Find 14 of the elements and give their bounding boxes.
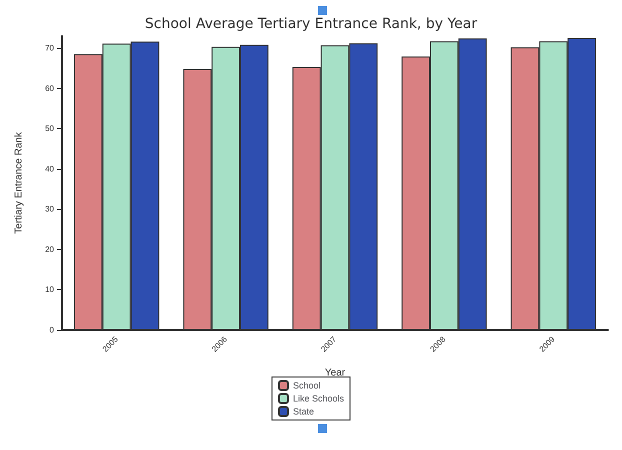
y-tick-label: 60 <box>45 84 55 93</box>
y-tick-label: 0 <box>50 326 55 334</box>
y-tick-label: 10 <box>45 285 55 294</box>
legend-label: School <box>292 380 321 390</box>
y-tick-label: 40 <box>45 164 55 174</box>
legend-label: Like Schools <box>292 394 345 404</box>
x-axis-title: Year <box>324 368 346 378</box>
y-tick-label: 70 <box>45 44 55 53</box>
y-tick-label: 50 <box>45 124 55 134</box>
legend-label: State <box>292 406 314 416</box>
y-tick-label: 30 <box>45 204 55 214</box>
chart-title: School Average Tertiary Entrance Rank, by Year <box>144 16 478 32</box>
y-axis-title: Tertiary Entrance Rank <box>14 131 24 234</box>
y-tick-label: 20 <box>45 244 55 254</box>
